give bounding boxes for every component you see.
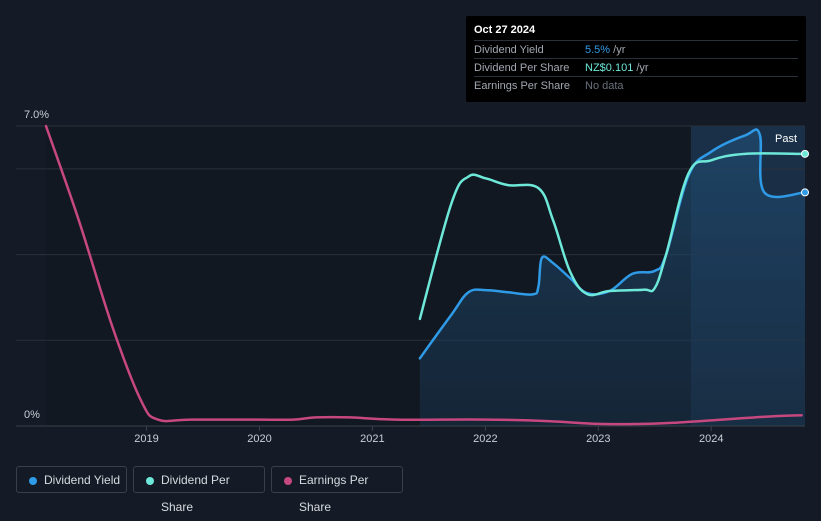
x-tick-label: 2022: [473, 433, 497, 445]
x-tick-label: 2020: [247, 433, 271, 445]
tooltip-label: Earnings Per Share: [474, 80, 570, 92]
legend-label: Dividend Yield: [44, 473, 121, 487]
tooltip-row-earnings-per-share: Earnings Per Share No data: [474, 76, 798, 95]
tooltip: Oct 27 2024 Dividend Yield 5.5% /yr Divi…: [466, 16, 806, 102]
y-axis-label-top: 7.0%: [24, 109, 49, 121]
tooltip-value: No data: [585, 80, 624, 92]
dividend-per-share-end-marker: [801, 149, 809, 158]
legend-item-earnings-per-share[interactable]: Earnings Per Share: [271, 466, 403, 514]
legend-dot-icon: [146, 477, 154, 485]
past-label: Past: [775, 133, 797, 145]
legend-dot-icon: [284, 477, 292, 485]
tooltip-value: NZ$0.101 /yr: [585, 62, 649, 74]
legend-item-dividend-per-share[interactable]: Dividend Per Share: [133, 466, 265, 514]
tooltip-row-dividend-per-share: Dividend Per Share NZ$0.101 /yr: [474, 58, 798, 77]
y-axis-label-bottom: 0%: [24, 409, 40, 421]
dividend-yield-area: [419, 129, 805, 426]
x-tick-label: 2024: [699, 433, 723, 445]
x-tick-label: 2023: [586, 433, 610, 445]
tooltip-row-dividend-yield: Dividend Yield 5.5% /yr: [474, 40, 798, 59]
earnings-per-share-line: [44, 124, 803, 426]
series-lines: [44, 124, 807, 426]
tooltip-label: Dividend Per Share: [474, 62, 570, 74]
x-tick-label: 2021: [360, 433, 384, 445]
dividend-per-share-line: [418, 152, 807, 321]
tooltip-label: Dividend Yield: [474, 44, 544, 56]
x-tick-label: 2019: [134, 433, 158, 445]
tooltip-value: 5.5% /yr: [585, 44, 626, 56]
legend-item-dividend-yield[interactable]: Dividend Yield: [16, 466, 127, 493]
x-ticks: 2019 2020 2021 2022 2023 2024: [134, 426, 723, 445]
end-markers: [801, 149, 809, 197]
legend-dot-icon: [29, 477, 37, 485]
dividend-yield-end-marker: [801, 188, 809, 197]
tooltip-date: Oct 27 2024: [474, 24, 536, 36]
chart: 2019 2020 2021 2022 2023 2024 7.0% 0% Past: [16, 109, 809, 445]
